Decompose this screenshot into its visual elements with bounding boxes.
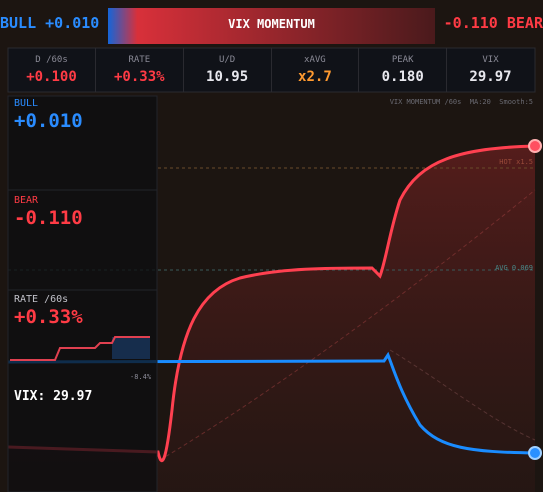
bear-area	[8, 146, 535, 492]
mini-line	[10, 336, 150, 361]
stat-label: VIX	[482, 55, 499, 65]
stat-cell: D /60s +0.100	[8, 48, 96, 92]
hot-label: HOT x1.5	[499, 158, 533, 166]
bear-label: BEAR	[14, 195, 39, 206]
stat-value: x2.7	[298, 69, 332, 85]
bull-header: BULL +0.010	[0, 14, 100, 32]
rate-label: RATE /60s	[14, 294, 69, 305]
bull-value: +0.010	[14, 110, 83, 132]
bear-line	[7, 144, 536, 463]
ma-line	[389, 349, 536, 441]
bear-dot	[528, 139, 542, 153]
bull-label: BULL	[14, 98, 39, 109]
stat-cell: VIX 29.97	[447, 48, 534, 92]
stat-cell: xAVG x2.7	[271, 48, 360, 92]
stat-value: +0.33%	[114, 69, 165, 85]
stat-cell: PEAK 0.180	[359, 48, 448, 92]
bear-value: -0.110	[14, 207, 83, 229]
bear-header: -0.110 BEAR	[443, 14, 543, 32]
stat-value: +0.100	[26, 69, 77, 85]
chart-caption: VIX MOMENTUM /60s MA:20 Smooth:5	[389, 98, 533, 106]
stat-label: D /60s	[35, 55, 68, 65]
left-panel	[7, 95, 158, 492]
bull-line	[7, 351, 536, 455]
stat-label: RATE	[128, 55, 151, 65]
stat-label: xAVG	[304, 55, 326, 65]
stat-cell: U/D 10.95	[184, 48, 272, 92]
mini-label: -8.4%	[130, 373, 152, 381]
stat-label: U/D	[218, 55, 236, 65]
stat-value: 0.180	[381, 69, 424, 85]
vix-value: VIX: 29.97	[14, 389, 93, 404]
stat-cell: RATE +0.33%	[96, 48, 184, 92]
ma-line	[159, 189, 536, 461]
stat-label: PEAK	[391, 55, 414, 65]
bull-dot	[528, 446, 542, 460]
avg-label: AVG 0.069	[495, 264, 533, 272]
mini-area	[112, 337, 150, 359]
rate-value: +0.33%	[14, 306, 83, 328]
header-bar	[108, 8, 435, 44]
stat-value: 10.95	[206, 69, 249, 85]
stat-value: 29.97	[469, 69, 512, 85]
title: VIX MOMENTUM	[228, 17, 315, 31]
